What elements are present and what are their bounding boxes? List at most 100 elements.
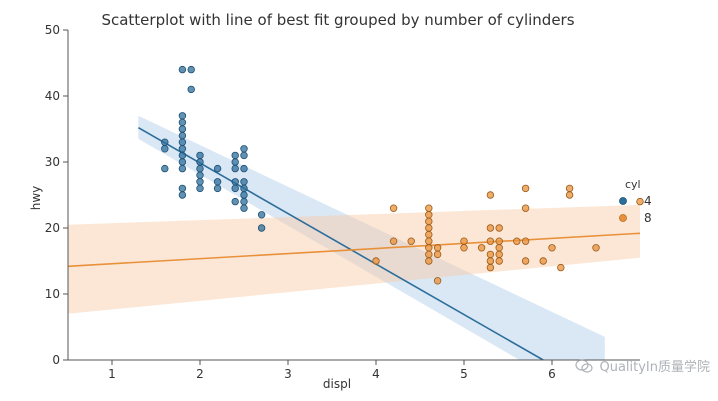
data-point-8 [486,257,495,265]
data-point-4 [231,178,239,186]
data-point-8 [425,211,433,219]
data-point-4 [178,112,187,120]
data-point-4 [178,151,187,160]
data-point-4 [231,184,239,193]
x-axis-label: displ [323,377,351,391]
data-point-4 [178,184,187,193]
y-tick-label: 30 [45,155,60,169]
x-tick-label: 5 [460,367,468,381]
y-ticks: 0 10 20 30 40 50 [45,23,68,367]
data-point-8 [521,184,530,193]
data-point-4 [161,164,169,173]
data-point-4 [196,164,204,173]
data-point-8 [372,257,380,265]
data-point-8 [407,237,415,245]
fit-line-8 [68,232,640,268]
data-point-8 [495,224,503,232]
data-point-8 [425,204,433,212]
fit-lines [68,126,640,360]
data-point-4 [240,197,248,206]
data-point-8 [425,237,433,245]
x-ticks: 1 2 3 4 5 6 [108,360,556,381]
data-point-4 [161,145,169,153]
data-point-4 [178,164,187,173]
data-point-4 [257,224,266,232]
fit-line-4 [138,126,544,360]
data-point-4 [196,184,204,193]
data-point-4 [240,145,248,153]
ci-band-4 [138,115,605,360]
legend-label-8: 8 [644,211,652,225]
data-point-4 [240,151,248,160]
data-point-8 [495,257,503,265]
data-point-8 [486,191,495,199]
data-point-8 [521,204,530,212]
data-point-4 [213,184,222,193]
data-point-4 [178,131,187,140]
data-point-4 [178,158,187,166]
data-point-8 [495,244,503,252]
x-tick-label: 1 [108,367,116,381]
data-point-4 [240,204,248,212]
watermark: QualityIn质量学院 [575,356,710,375]
data-point-4 [196,178,204,186]
data-point-8 [548,244,556,252]
legend: cyl 4 8 [619,178,652,225]
watermark-text: QualityIn质量学院 [599,360,710,375]
data-point-8 [486,224,495,232]
data-point-4 [161,138,169,146]
x-tick-label: 4 [372,367,380,381]
data-point-8 [425,217,433,226]
data-point-4 [196,151,204,160]
data-point-4 [240,178,248,186]
data-point-8 [565,184,574,193]
data-point-4 [240,164,248,173]
data-point-4 [196,171,204,179]
data-point-8 [486,250,495,259]
data-point-8 [460,237,468,245]
data-point-8 [486,263,495,272]
data-point-8 [521,237,530,245]
data-point-4 [196,158,204,166]
data-point-8 [425,230,433,239]
x-tick-label: 3 [284,367,292,381]
chart-title: Scatterplot with line of best fit groupe… [101,11,574,29]
data-point-4 [240,184,248,193]
data-point-4 [178,138,187,146]
y-tick-label: 0 [52,353,60,367]
legend-title: cyl [625,178,641,191]
data-point-8 [539,257,547,265]
data-point-4 [187,85,195,94]
y-tick-label: 10 [45,287,60,301]
wechat-icon [575,358,594,373]
data-point-8 [495,237,503,245]
data-point-8 [389,204,398,212]
data-point-8 [389,237,398,245]
data-point-4 [178,118,187,127]
legend-marker-4 [619,197,627,205]
data-point-4 [213,178,222,186]
data-point-4 [257,211,266,219]
y-tick-label: 40 [45,89,60,103]
data-point-4 [178,125,187,133]
data-point-8 [513,237,521,245]
legend-label-4: 4 [644,194,652,208]
data-point-8 [521,257,530,265]
data-point-8 [425,244,433,252]
ci-band-8 [68,204,640,314]
y-tick-label: 20 [45,221,60,235]
data-point-4 [213,164,222,173]
data-point-8 [486,237,495,245]
y-tick-label: 50 [45,23,60,37]
data-point-8 [495,250,503,259]
data-point-8 [425,224,433,232]
data-point-4 [231,197,239,206]
x-tick-label: 6 [548,367,556,381]
data-point-8 [636,197,644,206]
data-point-4 [231,164,239,173]
data-point-4 [231,158,239,166]
legend-marker-8 [619,214,627,222]
data-points [161,65,644,285]
y-axis-label: hwy [29,186,43,211]
